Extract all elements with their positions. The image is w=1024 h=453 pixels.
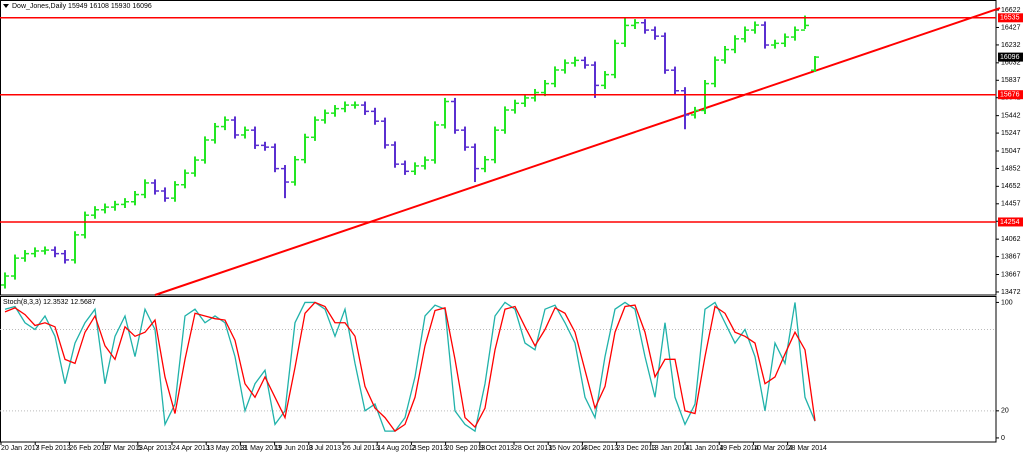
y-tick-label: 13472 <box>1001 289 1021 296</box>
x-tick-label: 13 May 2013 <box>206 445 247 452</box>
price-title: Dow_Jones,Daily 15949 16108 15930 16096 <box>12 3 152 10</box>
last-open: 15949 <box>68 3 88 10</box>
x-tick-label: 19 Feb 2014 <box>719 445 758 452</box>
y-tick-label: 0 <box>1001 435 1005 442</box>
last-d: 12.5687 <box>70 299 95 306</box>
y-tick-label: 15247 <box>1001 130 1021 137</box>
x-tick-label: 9 Oct 2013 <box>480 445 514 452</box>
y-tick-label: 13867 <box>1001 253 1021 260</box>
trendline <box>154 7 1001 296</box>
x-tick-label: 23 Dec 2013 <box>617 445 657 452</box>
last-low: 15930 <box>111 3 131 10</box>
y-tick-label: 14852 <box>1001 165 1021 172</box>
y-tick-label: 20 <box>1001 408 1009 415</box>
price-label: 16535 <box>1000 15 1020 22</box>
last-close: 16096 <box>132 3 152 10</box>
x-tick-label: 17 Mar 2013 <box>104 445 143 452</box>
x-tick-label: 7 Feb 2013 <box>35 445 71 452</box>
x-tick-label: 28 Oct 2013 <box>514 445 552 452</box>
price-panel <box>0 0 997 296</box>
last-high: 16108 <box>89 3 109 10</box>
y-tick-label: 16622 <box>1001 7 1021 14</box>
x-tick-label: 31 Jan 2014 <box>685 445 724 452</box>
current-price-box <box>998 52 1023 62</box>
x-tick-label: 8 Jul 2013 <box>309 445 341 452</box>
last-k: 12.3532 <box>43 299 68 306</box>
price-label: 15676 <box>1000 92 1020 99</box>
x-tick-label: 5 Apr 2013 <box>138 445 172 452</box>
x-tick-label: 14 Aug 2013 <box>377 445 416 452</box>
x-tick-label: 19 Jun 2013 <box>275 445 314 452</box>
x-tick-label: 28 Mar 2014 <box>788 445 827 452</box>
y-tick-label: 14062 <box>1001 236 1021 243</box>
plot-layer: 1662216427162321603215837156421544215247… <box>0 7 1023 452</box>
stoch-panel <box>0 296 997 443</box>
y-tick-label: 14457 <box>1001 201 1021 208</box>
current-price-label: 16096 <box>1000 54 1020 61</box>
collapse-icon <box>3 4 9 8</box>
stoch-line <box>4 301 816 433</box>
price-label-box <box>998 90 1023 100</box>
stoch-line <box>4 301 816 433</box>
stoch-title: Stoch(8,3,3) 12.3532 12.5687 <box>3 299 96 306</box>
x-tick-label: 24 Apr 2013 <box>172 445 210 452</box>
price-label-box <box>998 13 1023 23</box>
y-tick-label: 16032 <box>1001 60 1021 67</box>
y-tick-label: 13667 <box>1001 271 1021 278</box>
x-tick-label: 26 Jul 2013 <box>343 445 379 452</box>
y-tick-label: 16427 <box>1001 24 1021 31</box>
y-tick-label: 15047 <box>1001 148 1021 155</box>
y-tick-label: 100 <box>1001 299 1013 306</box>
symbol: Dow_Jones,Daily <box>12 3 67 10</box>
x-tick-label: 10 Mar 2014 <box>753 445 792 452</box>
y-tick-label: 14652 <box>1001 183 1021 190</box>
y-tick-label: 16232 <box>1001 42 1021 49</box>
stoch-name: Stoch(8,3,3) <box>3 299 41 306</box>
x-tick-label: 15 Nov 2013 <box>548 445 588 452</box>
x-tick-label: 13 Jan 2014 <box>651 445 690 452</box>
x-tick-label: 2 Sep 2013 <box>411 445 447 452</box>
y-tick-label: 15837 <box>1001 77 1021 84</box>
x-tick-label: 26 Feb 2013 <box>69 445 108 452</box>
x-tick-label: 31 May 2013 <box>240 445 281 452</box>
x-tick-label: 4 Dec 2013 <box>582 445 618 452</box>
price-label-box <box>998 217 1023 227</box>
price-label: 14254 <box>1000 219 1020 226</box>
x-tick-label: 20 Sep 2013 <box>446 445 486 452</box>
y-tick-label: 15442 <box>1001 112 1021 119</box>
x-tick-label: 20 Jan 2013 <box>1 445 40 452</box>
